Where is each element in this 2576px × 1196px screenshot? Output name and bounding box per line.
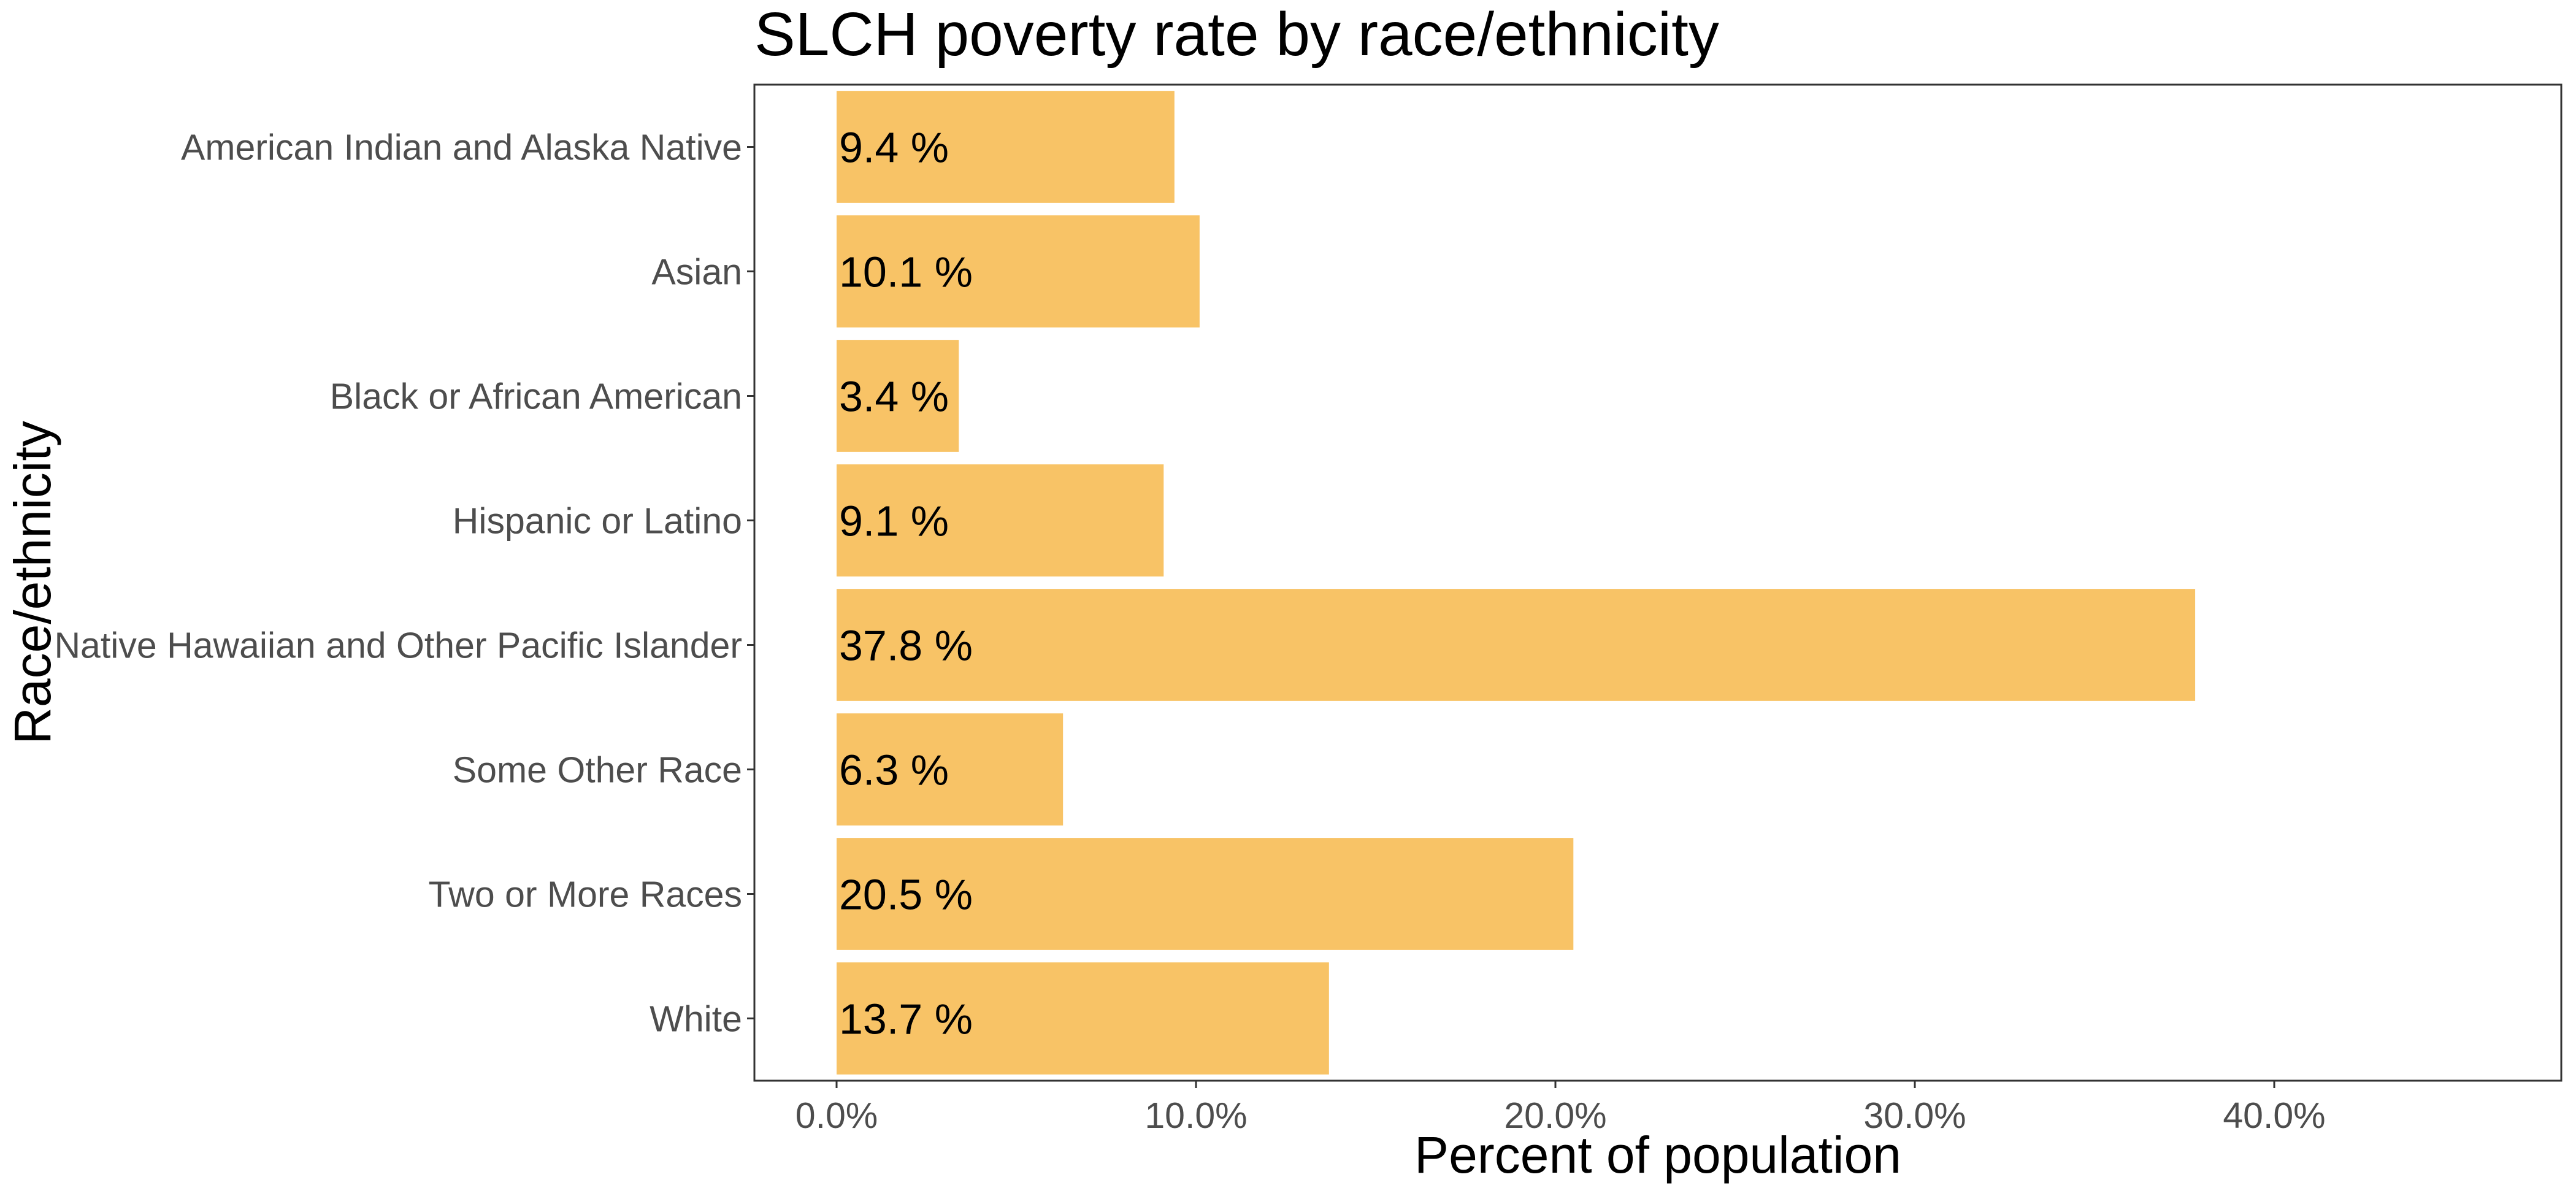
data-label-two-or-more-races: 20.5 % [839,871,973,919]
x-axis: 0.0% 10.0% 20.0% 30.0% 40.0% [795,1081,2326,1136]
data-label-hispanic-or-latino: 9.1 % [839,497,949,545]
bar-some-other-race [837,713,1064,826]
y-axis: American Indian and Alaska Native Asian Bl… [54,128,754,1040]
data-label-asian: 10.1 % [839,248,973,296]
data-label-native-hawaiian-and-other-pacific-islander: 37.8 % [839,622,973,670]
x-tick-label-40: 40.0% [2223,1095,2325,1136]
data-label-white: 13.7 % [839,995,973,1043]
y-tick-label-hispanic-or-latino: Hispanic or Latino [453,501,742,542]
x-axis-title: Percent of population [1414,1126,1901,1184]
y-tick-label-two-or-more-races: Two or More Races [429,875,743,915]
x-tick-label-20: 20.0% [1504,1095,1606,1136]
x-tick-label-30: 30.0% [1863,1095,1966,1136]
y-axis-title: Race/ethnicity [4,421,61,745]
bar-asian [837,215,1200,328]
y-tick-label-asian: Asian [651,252,742,293]
y-tick-label-black-or-african-american: Black or African American [330,377,742,417]
bar-white [837,962,1329,1075]
y-tick-label-some-other-race: Some Other Race [453,750,742,791]
bar-american-indian-and-alaska-native [837,91,1175,203]
x-tick-label-0: 0.0% [795,1095,878,1136]
chart-title: SLCH poverty rate by race/ethnicity [754,0,1719,69]
y-tick-label-american-indian-and-alaska-native: American Indian and Alaska Native [181,128,742,168]
x-tick-label-10: 10.0% [1144,1095,1247,1136]
bar-two-or-more-races [837,838,1574,950]
bar-black-or-african-american [837,340,959,452]
bar-native-hawaiian-and-other-pacific-islander [837,589,2196,701]
data-label-some-other-race: 6.3 % [839,746,949,794]
y-tick-label-native-hawaiian-and-other-pacific-islander: Native Hawaiian and Other Pacific Island… [54,626,742,666]
y-tick-label-white: White [650,999,742,1040]
bars-group: 9.4 % 10.1 % 3.4 % 9.1 % 37.8 % 6.3 % 20.5 % 13… [837,91,2196,1075]
bar-hispanic-or-latino [837,464,1164,577]
plot-panel-frame [753,83,2563,1082]
data-label-black-or-african-american: 3.4 % [839,373,949,421]
data-label-american-indian-and-alaska-native: 9.4 % [839,124,949,172]
